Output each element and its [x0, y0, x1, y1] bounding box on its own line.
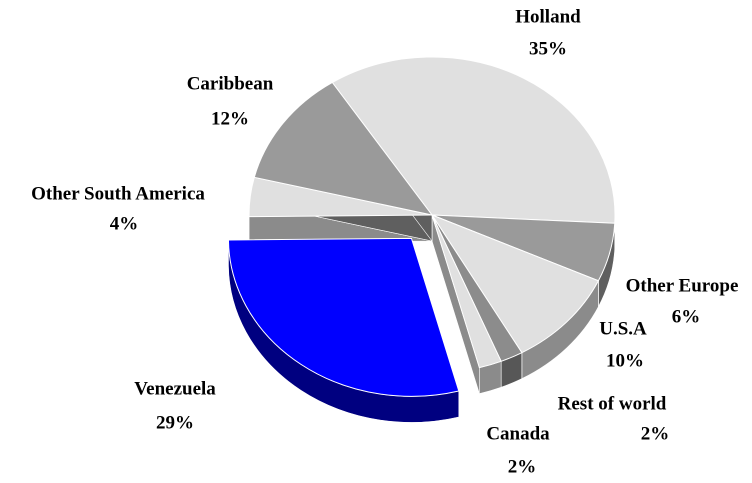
slice-label: Venezuela	[134, 378, 216, 399]
slice-label: Other Europe	[626, 275, 739, 296]
slice	[431, 214, 502, 369]
slice	[227, 237, 460, 397]
value-label: 35%	[529, 38, 567, 59]
value-label: 4%	[110, 213, 139, 234]
slice-label: U.S.A	[599, 318, 647, 339]
slice-label: Holland	[515, 6, 581, 27]
value-label: 12%	[211, 108, 249, 129]
slice-label: Caribbean	[187, 73, 274, 94]
slice	[331, 56, 616, 224]
value-label: 2%	[641, 423, 670, 444]
slice	[430, 213, 600, 354]
slice	[253, 81, 434, 216]
value-label: 29%	[156, 412, 194, 433]
value-label: 2%	[508, 456, 537, 477]
slice-label: Rest of world	[558, 393, 667, 414]
slice-label: Other South America	[31, 183, 205, 204]
value-label: 10%	[606, 350, 644, 371]
slice-label: Canada	[486, 423, 550, 444]
value-label: 6%	[672, 306, 701, 327]
